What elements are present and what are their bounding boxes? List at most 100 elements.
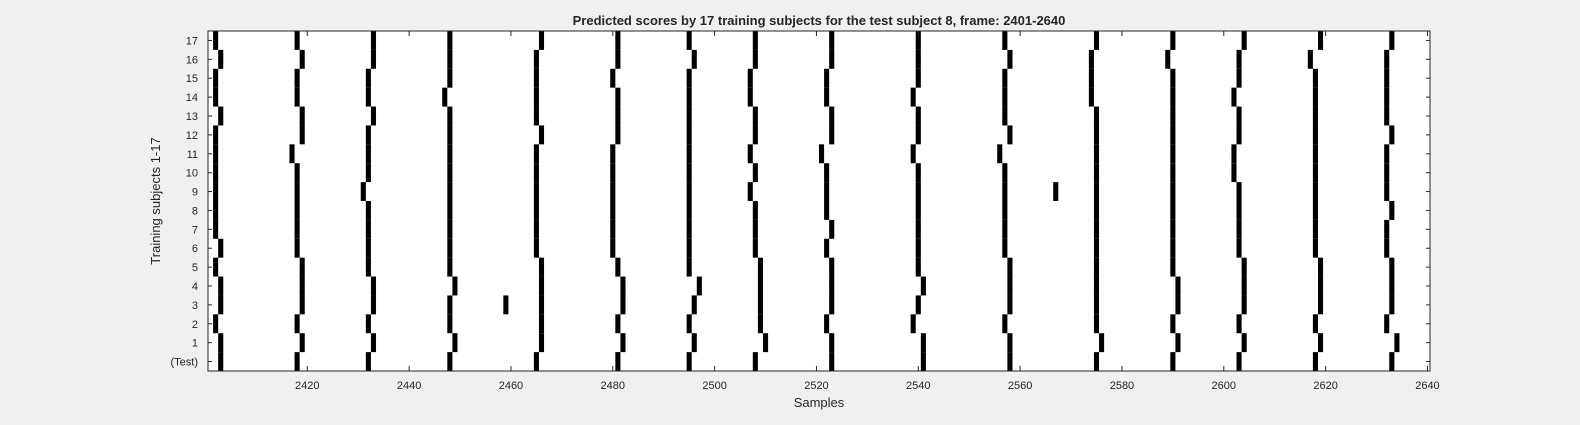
- event-mark: [1007, 276, 1013, 296]
- event-mark: [1236, 182, 1242, 201]
- event-mark: [1384, 87, 1390, 107]
- event-mark: [1007, 352, 1013, 371]
- event-mark: [1389, 31, 1395, 50]
- event-mark: [824, 238, 830, 258]
- x-tick-label: 2560: [1008, 380, 1032, 392]
- event-mark: [824, 182, 830, 201]
- y-tick-label: 6: [192, 243, 198, 255]
- y-tick-label: 17: [186, 35, 198, 47]
- event-mark: [533, 106, 539, 126]
- event-mark: [533, 182, 539, 201]
- event-mark: [213, 257, 219, 277]
- y-tick-label: 12: [186, 130, 198, 142]
- event-mark: [213, 219, 219, 239]
- event-mark: [1236, 106, 1242, 126]
- event-mark: [370, 31, 377, 50]
- event-mark: [1002, 106, 1008, 126]
- plot-frame: [207, 30, 1431, 372]
- event-mark: [1231, 163, 1237, 183]
- event-mark: [213, 314, 219, 334]
- x-tick-label: 2520: [804, 380, 828, 392]
- event-mark: [1002, 87, 1008, 107]
- event-mark: [447, 125, 453, 145]
- event-mark: [503, 295, 509, 315]
- event-mark: [910, 314, 916, 334]
- event-mark: [1099, 333, 1105, 353]
- event-mark: [824, 314, 830, 334]
- event-mark: [1317, 333, 1324, 353]
- event-mark: [829, 219, 835, 239]
- event-mark: [533, 163, 539, 183]
- x-tick-label: 2420: [295, 380, 319, 392]
- event-mark: [533, 238, 539, 258]
- event-mark: [757, 276, 763, 296]
- event-mark: [1170, 352, 1176, 371]
- event-mark: [1002, 238, 1008, 258]
- event-mark: [1241, 31, 1247, 50]
- event-mark: [1093, 295, 1100, 315]
- event-mark: [915, 219, 921, 239]
- event-mark: [1389, 201, 1395, 220]
- event-mark: [1384, 314, 1390, 334]
- event-mark: [1007, 333, 1013, 353]
- event-mark: [1007, 125, 1013, 145]
- event-mark: [447, 31, 453, 50]
- event-mark: [294, 238, 300, 258]
- event-mark: [1389, 125, 1395, 145]
- event-mark: [294, 163, 300, 183]
- y-tick-label: 15: [186, 73, 198, 85]
- event-mark: [1002, 201, 1008, 220]
- event-mark: [370, 276, 377, 296]
- event-mark: [1389, 352, 1395, 371]
- event-mark: [294, 182, 300, 201]
- event-mark: [213, 125, 219, 145]
- event-mark: [829, 276, 835, 296]
- event-mark: [365, 219, 371, 239]
- event-mark: [915, 125, 921, 145]
- event-mark: [1002, 182, 1008, 201]
- event-mark: [1093, 257, 1100, 277]
- x-tick-label: 2500: [702, 380, 726, 392]
- event-mark: [1384, 49, 1390, 69]
- event-mark: [370, 333, 377, 353]
- event-mark: [1236, 125, 1242, 145]
- event-mark: [686, 144, 692, 164]
- event-mark: [218, 333, 224, 353]
- event-mark: [1093, 163, 1100, 183]
- event-mark: [1384, 68, 1390, 88]
- event-mark: [533, 68, 539, 88]
- event-mark: [1170, 68, 1176, 88]
- event-mark: [365, 144, 371, 164]
- event-mark: [686, 31, 692, 50]
- event-mark: [447, 352, 453, 371]
- event-mark: [915, 163, 921, 183]
- y-axis-label: Training subjects 1-17: [148, 137, 163, 264]
- event-mark: [620, 333, 626, 353]
- event-mark: [747, 68, 753, 88]
- event-mark: [910, 144, 916, 164]
- event-mark: [1093, 31, 1100, 50]
- event-mark: [691, 295, 697, 315]
- event-mark: [1312, 144, 1318, 164]
- event-mark: [299, 49, 305, 69]
- event-mark: [1241, 257, 1247, 277]
- event-mark: [920, 352, 926, 371]
- event-mark: [762, 333, 769, 353]
- event-mark: [294, 314, 300, 334]
- y-tick-label: 16: [186, 54, 198, 66]
- event-mark: [1241, 276, 1247, 296]
- event-mark: [829, 295, 835, 315]
- event-mark: [370, 106, 377, 126]
- event-mark: [218, 238, 224, 258]
- event-mark: [370, 49, 377, 69]
- event-mark: [824, 87, 830, 107]
- event-mark: [365, 238, 371, 258]
- event-mark: [1002, 31, 1008, 50]
- event-mark: [1002, 314, 1008, 334]
- event-mark: [610, 219, 616, 239]
- y-tick-label: 9: [192, 187, 198, 199]
- event-mark: [1093, 201, 1100, 220]
- event-mark: [299, 295, 305, 315]
- event-mark: [1384, 106, 1390, 126]
